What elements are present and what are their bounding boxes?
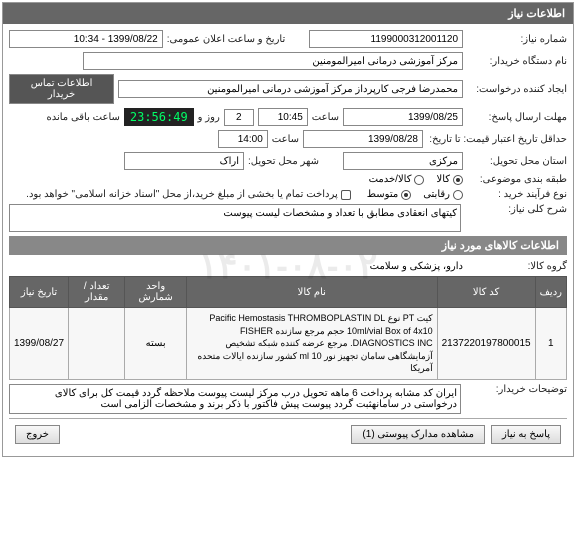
r2-label: متوسط bbox=[367, 189, 398, 200]
days-label: روز و bbox=[198, 112, 220, 123]
province-label: استان محل تحویل: bbox=[467, 156, 567, 167]
goods-label: کالا bbox=[436, 174, 450, 185]
col-qty: تعداد / مقدار bbox=[69, 277, 125, 308]
cell-qty bbox=[69, 308, 125, 380]
min-date: 1399/08/28 bbox=[303, 130, 423, 148]
desc-field: کیتهای انعقادی مطابق با تعداد و مشخصات ل… bbox=[9, 204, 461, 232]
creator-field: محمدرضا فرجی کارپرداز مرکز آموزشی درمانی… bbox=[118, 80, 463, 98]
group-label: طبقه بندی موضوعی: bbox=[467, 174, 567, 185]
radio-service[interactable]: کالا/خدمت bbox=[369, 174, 425, 185]
city-label: شهر محل تحویل: bbox=[248, 156, 319, 167]
min-time: 14:00 bbox=[218, 130, 268, 148]
col-date: تاریخ نیاز bbox=[10, 277, 69, 308]
time-label-2: ساعت bbox=[272, 134, 299, 145]
city-field: اراک bbox=[124, 152, 244, 170]
remain-label: ساعت باقی مانده bbox=[46, 112, 119, 123]
deadline-time: 10:45 bbox=[258, 108, 308, 126]
group-row-value: دارو، پزشکی و سلامت bbox=[370, 261, 463, 272]
cell-idx: 1 bbox=[535, 308, 566, 380]
deadline-date: 1399/08/25 bbox=[343, 108, 463, 126]
radio-r2[interactable]: متوسط bbox=[367, 189, 411, 200]
panel-title: اطلاعات نیاز bbox=[3, 3, 573, 24]
service-label: کالا/خدمت bbox=[369, 174, 412, 185]
deadline-label: مهلت ارسال پاسخ: bbox=[467, 112, 567, 123]
cell-unit: بسته bbox=[125, 308, 187, 380]
cell-code: 2137220197800015 bbox=[437, 308, 535, 380]
cell-date: 1399/08/27 bbox=[10, 308, 69, 380]
radio-dot-icon bbox=[453, 190, 463, 200]
org-field: مرکز آموزشی درمانی امیرالمومنین bbox=[83, 52, 463, 70]
radio-r1[interactable]: رقابتی bbox=[423, 189, 463, 200]
items-header: اطلاعات کالاهای مورد نیاز bbox=[9, 236, 567, 255]
days-box: 2 bbox=[224, 109, 254, 126]
min-date-label: حداقل تاریخ اعتبار قیمت: تا تاریخ: bbox=[427, 134, 567, 145]
ptype-label: نوع فرآیند خرید : bbox=[467, 189, 567, 200]
public-date-field: 1399/08/22 - 10:34 bbox=[9, 30, 163, 48]
pay-note-check: پرداخت تمام یا بخشی از مبلغ خرید،از محل … bbox=[26, 189, 351, 200]
col-name: نام کالا bbox=[186, 277, 437, 308]
group-row-label: گروه کالا: bbox=[467, 261, 567, 272]
reply-button[interactable]: پاسخ به نیاز bbox=[491, 425, 561, 444]
radio-dot-icon bbox=[453, 175, 463, 185]
need-no-field: 1199000312001120 bbox=[309, 30, 463, 48]
radio-goods[interactable]: کالا bbox=[436, 174, 463, 185]
pay-note: پرداخت تمام یا بخشی از مبلغ خرید،از محل … bbox=[26, 189, 338, 200]
checkbox-icon bbox=[341, 190, 351, 200]
col-code: کد کالا bbox=[437, 277, 535, 308]
r1-label: رقابتی bbox=[423, 189, 450, 200]
table-row: 1 2137220197800015 کیت PT نوع Pacific He… bbox=[10, 308, 567, 380]
creator-label: ایجاد کننده درخواست: bbox=[467, 84, 567, 95]
contact-button[interactable]: اطلاعات تماس خریدار bbox=[9, 74, 114, 104]
items-table: ردیف کد کالا نام کالا واحد شمارش تعداد /… bbox=[9, 276, 567, 380]
buyer-note-label: توضیحات خریدار: bbox=[467, 384, 567, 395]
org-label: نام دستگاه خریدار: bbox=[467, 56, 567, 67]
radio-dot-icon bbox=[414, 175, 424, 185]
col-idx: ردیف bbox=[535, 277, 566, 308]
col-unit: واحد شمارش bbox=[125, 277, 187, 308]
desc-label: شرح کلی نیاز: bbox=[467, 204, 567, 215]
time-label-1: ساعت bbox=[312, 112, 339, 123]
buyer-note: ایران کد مشابه پرداخت 6 ماهه تحویل درب م… bbox=[9, 384, 461, 414]
attach-button[interactable]: مشاهده مدارک پیوستی (1) bbox=[351, 425, 485, 444]
province-field: مرکزی bbox=[343, 152, 463, 170]
public-date-label: تاریخ و ساعت اعلان عمومی: bbox=[167, 34, 286, 45]
radio-dot-icon bbox=[401, 190, 411, 200]
cell-name: کیت PT نوع Pacific Hemostasis THROMBOPLA… bbox=[186, 308, 437, 380]
need-no-label: شماره نیاز: bbox=[467, 34, 567, 45]
countdown: 23:56:49 bbox=[124, 108, 194, 126]
close-button[interactable]: خروج bbox=[15, 425, 60, 444]
